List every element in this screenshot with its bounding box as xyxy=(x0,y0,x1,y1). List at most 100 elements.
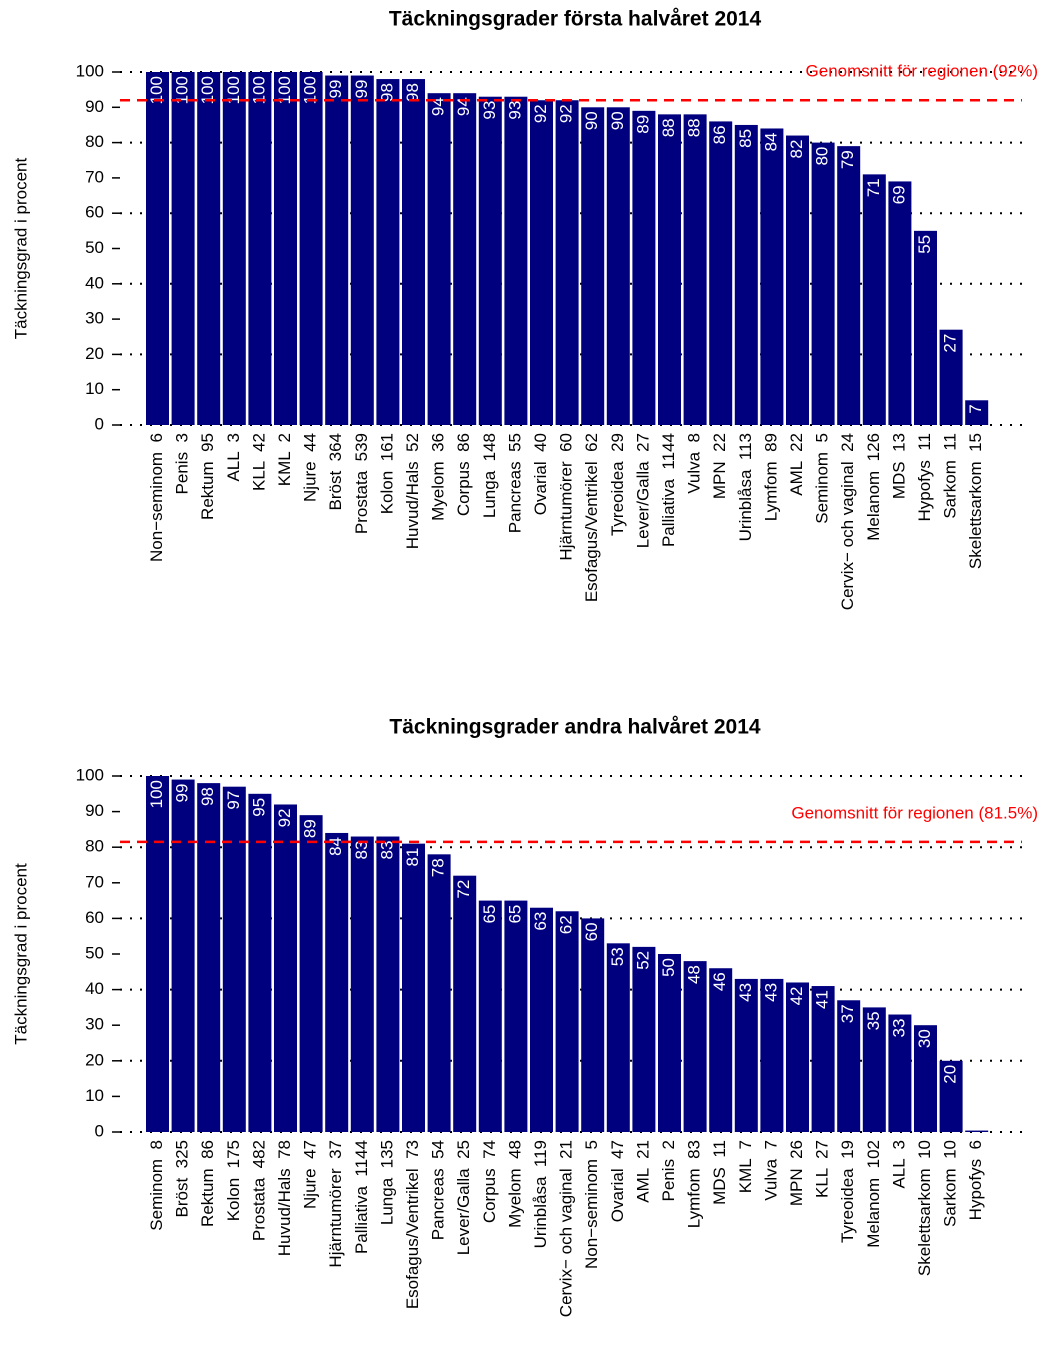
value-label: 53 xyxy=(608,947,627,966)
x-tick-label: Cervix− och vaginal 21 xyxy=(557,1140,576,1317)
value-label: 99 xyxy=(352,80,371,99)
x-tick-label: Hjärntumörer 37 xyxy=(326,1140,345,1268)
bar xyxy=(786,982,809,1132)
bar xyxy=(350,836,374,1132)
bar xyxy=(222,72,246,425)
x-tick-label: Lymfom 83 xyxy=(685,1140,704,1228)
value-label: 92 xyxy=(275,808,294,827)
value-label: 35 xyxy=(864,1011,883,1030)
x-tick-label: KLL 27 xyxy=(813,1140,832,1198)
value-label: 65 xyxy=(480,905,499,924)
bar xyxy=(734,124,758,425)
value-label: 94 xyxy=(429,97,448,116)
bar xyxy=(146,72,169,425)
y-tick-label: 40 xyxy=(85,979,104,998)
value-label: 52 xyxy=(633,951,652,970)
x-tick-label: MDS 13 xyxy=(889,433,908,499)
value-label: 92 xyxy=(557,104,576,123)
value-label: 27 xyxy=(941,334,960,353)
bar xyxy=(965,1130,989,1132)
x-tick-label: MDS 11 xyxy=(710,1140,729,1205)
x-tick-label: Penis 3 xyxy=(173,433,192,494)
value-label: 71 xyxy=(864,178,883,197)
y-tick-label: 80 xyxy=(85,837,104,856)
x-tick-label: Bröst 364 xyxy=(326,433,345,511)
bar xyxy=(658,114,681,426)
value-label: 84 xyxy=(761,132,780,151)
bar xyxy=(914,230,937,425)
y-axis-label: Täckningsgrad i procent xyxy=(11,863,30,1045)
value-label: 46 xyxy=(710,972,729,991)
bar xyxy=(427,93,451,426)
bar xyxy=(632,110,656,425)
x-tick-label: Penis 2 xyxy=(659,1140,678,1201)
x-tick-label: Rektum 95 xyxy=(198,433,217,520)
bar xyxy=(478,900,502,1132)
x-tick-label: Cervix− och vaginal 24 xyxy=(838,433,857,610)
value-label: 50 xyxy=(659,958,678,977)
bar xyxy=(376,836,400,1132)
bar xyxy=(581,107,605,426)
x-tick-label: Ovarial 40 xyxy=(531,433,550,515)
chart-title: Täckningsgrader första halvåret 2014 xyxy=(389,8,762,31)
y-tick-label: 40 xyxy=(85,273,104,292)
bar xyxy=(555,911,579,1132)
y-tick-label: 20 xyxy=(85,344,104,363)
y-tick-label: 50 xyxy=(85,943,104,962)
bar xyxy=(299,815,323,1132)
y-tick-label: 30 xyxy=(85,1015,104,1034)
value-label: 7 xyxy=(966,404,985,413)
value-label: 100 xyxy=(173,76,192,104)
value-label: 55 xyxy=(915,235,934,254)
x-tick-label: ALL 3 xyxy=(224,433,243,482)
value-label: 83 xyxy=(377,841,396,860)
bar xyxy=(606,107,630,426)
bar xyxy=(325,75,349,425)
bar xyxy=(453,93,477,426)
value-label: 72 xyxy=(454,880,473,899)
x-tick-label: AML 22 xyxy=(787,433,806,496)
y-axis-label: Täckningsgrad i procent xyxy=(11,158,30,340)
value-label: 43 xyxy=(761,983,780,1002)
bar xyxy=(478,96,502,426)
bar xyxy=(299,72,323,425)
value-label: 90 xyxy=(608,111,627,130)
x-tick-label: Non−seminom 5 xyxy=(582,1140,601,1269)
value-label: 79 xyxy=(838,150,857,169)
bar xyxy=(632,946,656,1132)
value-label: 60 xyxy=(582,922,601,941)
y-tick-label: 50 xyxy=(85,238,104,257)
value-label: 20 xyxy=(941,1065,960,1084)
bar xyxy=(760,978,784,1132)
bar xyxy=(171,779,195,1132)
x-tick-label: Prostata 482 xyxy=(249,1140,268,1241)
bar xyxy=(274,72,297,425)
value-label: 100 xyxy=(301,76,320,104)
value-label: 86 xyxy=(710,125,729,144)
value-label: 92 xyxy=(531,104,550,123)
y-tick-label: 70 xyxy=(85,167,104,186)
value-label: 82 xyxy=(787,140,806,159)
bar xyxy=(888,1014,912,1132)
bar xyxy=(530,907,553,1132)
x-tick-label: Corpus 74 xyxy=(480,1140,499,1223)
value-label: 63 xyxy=(531,912,550,931)
value-label: 43 xyxy=(736,983,755,1002)
x-tick-label: Palliativa 1144 xyxy=(659,433,678,547)
x-tick-label: Seminom 8 xyxy=(147,1140,166,1231)
y-tick-label: 10 xyxy=(85,1086,104,1105)
value-label: 88 xyxy=(685,118,704,137)
x-tick-label: Melanom 126 xyxy=(864,433,883,541)
value-label: 41 xyxy=(813,990,832,1009)
value-label: 83 xyxy=(352,841,371,860)
bar xyxy=(453,875,477,1132)
bar xyxy=(939,329,963,425)
y-tick-label: 70 xyxy=(85,872,104,891)
chart-title: Täckningsgrader andra halvåret 2014 xyxy=(389,716,760,739)
x-tick-label: ALL 3 xyxy=(889,1140,908,1189)
x-tick-label: Pancreas 54 xyxy=(429,1140,448,1240)
x-tick-label: Huvud/Hals 78 xyxy=(275,1140,294,1256)
bar xyxy=(376,79,400,425)
bar xyxy=(939,1060,963,1132)
